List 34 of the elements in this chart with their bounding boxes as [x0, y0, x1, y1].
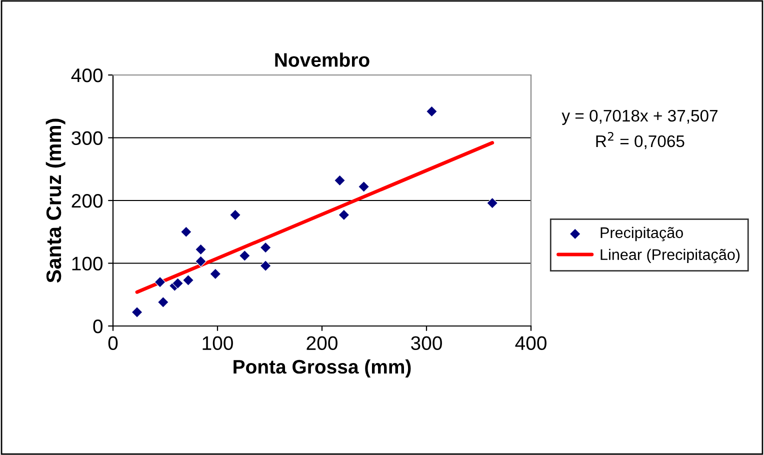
x-tick-label: 400: [515, 336, 546, 350]
point: [172, 278, 184, 289]
point: [180, 226, 192, 238]
point: [210, 268, 222, 280]
point: [486, 197, 498, 209]
point: [131, 306, 143, 318]
chart-title: Novembro: [275, 52, 370, 67]
y-tick-label: 0: [93, 319, 103, 334]
point: [195, 256, 206, 268]
x-tick-label: 100: [202, 336, 233, 350]
point: [239, 250, 250, 262]
x-axis-title: Ponta Grossa (mm): [234, 359, 411, 378]
legend-label: Precipitação: [600, 226, 683, 242]
y-tick-label: 400: [71, 68, 103, 82]
text: y = 0,7018x + 37,507 R$^{2}$ = 0,7065: [562, 110, 718, 150]
point: [158, 296, 169, 308]
point: [230, 209, 241, 221]
point: [154, 276, 166, 288]
point: [260, 242, 272, 254]
point: [338, 209, 350, 221]
y-tick-label: 300: [72, 131, 103, 145]
point: [426, 106, 438, 118]
legend-label: Linear (Precipitação): [600, 248, 740, 264]
point: [334, 174, 346, 186]
x-tick-label: 0: [108, 336, 118, 350]
point: [358, 181, 370, 192]
point: [260, 260, 272, 272]
y-tick-label: 200: [72, 194, 103, 208]
x-tick-label: 200: [306, 336, 338, 350]
y-axis-title: Santa Cruz (mm): [46, 118, 66, 283]
y-tick-label: 100: [72, 256, 103, 270]
point: [182, 274, 194, 286]
x-tick-label: 300: [411, 336, 442, 350]
point: [195, 244, 206, 256]
